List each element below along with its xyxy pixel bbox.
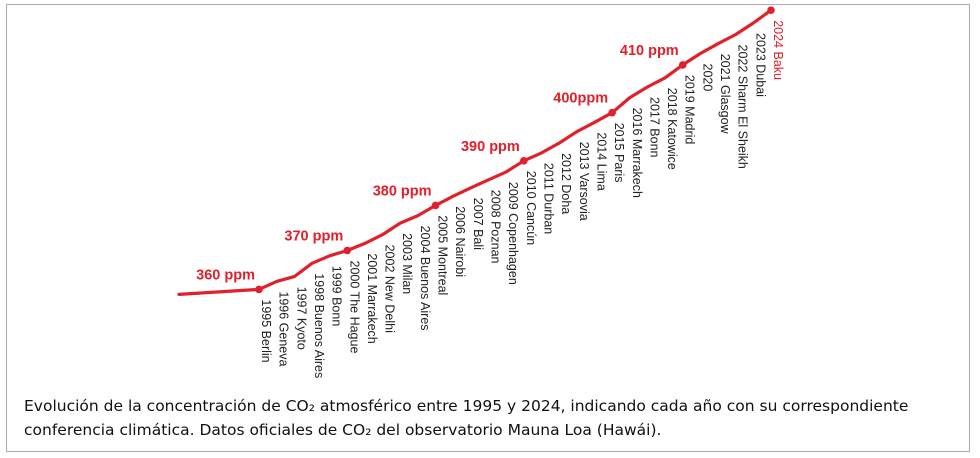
- ppm-label: 380 ppm: [373, 183, 432, 199]
- ppm-label: 400ppm: [553, 91, 608, 107]
- conference-label: 2017 Bonn: [647, 97, 661, 158]
- conference-label: 2012 Doha: [559, 153, 573, 214]
- conference-label: 2014 Lima: [594, 132, 608, 190]
- ppm-marker: [431, 201, 440, 210]
- ppm-marker: [608, 108, 616, 117]
- conference-label: 2022 Sharm El Sheikh: [736, 45, 750, 169]
- conference-label: 1998 Buenos Aires: [312, 273, 326, 378]
- conference-label: 2015 Paris: [612, 123, 626, 183]
- conference-label: 2002 New Delhi: [383, 245, 397, 333]
- conference-label: 2001 Marrakech: [365, 253, 379, 343]
- conference-label: 2019 Madrid: [683, 75, 697, 145]
- conference-label: 2013 Varsovia: [577, 142, 591, 221]
- ppm-label: 370 ppm: [284, 228, 343, 244]
- caption-line-2: conferencia climática. Datos oficiales d…: [24, 421, 662, 439]
- ppm-marker: [767, 6, 775, 14]
- figure-frame: 360 ppm 370 ppm 380 ppm 390 ppm 400ppm 410 pp…: [6, 4, 970, 452]
- conference-label: 1997 Kyoto: [294, 287, 308, 350]
- ppm-marker: [255, 285, 263, 294]
- conference-label: 2004 Buenos Aires: [418, 226, 432, 331]
- ppm-marker: [678, 61, 687, 69]
- conference-label: 1996 Geneva: [277, 291, 291, 366]
- conference-label: 2010 Cancún: [524, 171, 538, 245]
- ppm-marker: [520, 157, 528, 165]
- conference-label: 1995 Berlin: [259, 299, 273, 362]
- figure-caption: Evolución de la concentración de CO₂ atm…: [24, 394, 974, 442]
- conference-label: 2008 Poznan: [489, 190, 503, 264]
- ppm-label: 410 ppm: [620, 43, 679, 59]
- co2-line-chart: 360 ppm 370 ppm 380 ppm 390 ppm 400ppm 410 pp…: [177, 6, 785, 378]
- conference-label: 1999 Bonn: [330, 266, 344, 327]
- conference-label: 2007 Bali: [471, 198, 485, 250]
- conference-label: 2005 Montreal: [436, 215, 450, 295]
- conference-label: 2009 Copenhagen: [506, 182, 520, 285]
- conference-label: 2023 Dubai: [753, 33, 767, 97]
- conference-label: 2016 Marrakech: [630, 108, 644, 198]
- ppm-label: 390 ppm: [461, 139, 520, 155]
- caption-line-1: Evolución de la concentración de CO₂ atm…: [24, 397, 909, 415]
- conference-label: 2024 Baku: [771, 20, 785, 80]
- conference-label: 2000 The Hague: [347, 261, 361, 354]
- ppm-marker: [343, 246, 352, 255]
- conference-label-layer: 1995 Berlin 1996 Geneva 1997 Kyoto 1998 Bue…: [259, 20, 785, 378]
- ppm-label-layer: 360 ppm 370 ppm 380 ppm 390 ppm 400ppm 410 pp…: [196, 43, 679, 283]
- marker-layer: [255, 6, 775, 294]
- conference-label: 2020: [700, 64, 714, 92]
- ppm-label: 360 ppm: [196, 267, 255, 283]
- conference-label: 2011 Durban: [542, 163, 556, 234]
- conference-label: 2003 Milan: [400, 233, 414, 294]
- conference-label: 2006 Nairobi: [453, 206, 467, 277]
- conference-label: 2021 Glasgow: [718, 54, 732, 135]
- conference-label: 2018 Katowice: [665, 88, 679, 170]
